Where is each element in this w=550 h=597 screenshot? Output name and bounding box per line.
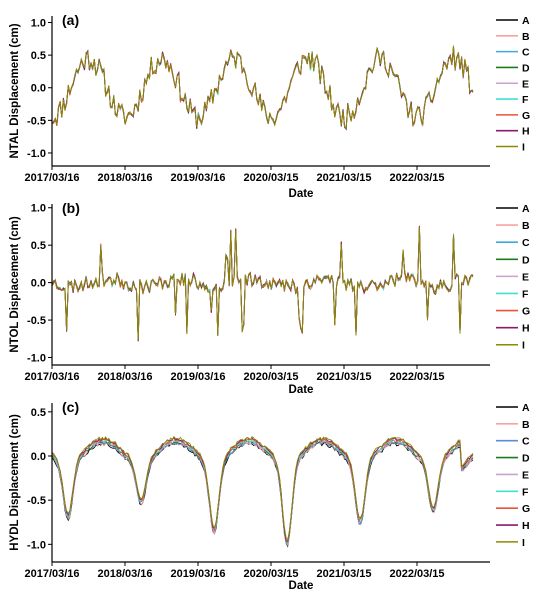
- legend-label-C: C: [522, 237, 530, 249]
- legend-label-D: D: [522, 62, 530, 74]
- x-tick-label: 2022/03/15: [389, 371, 444, 383]
- panel-label: (b): [62, 200, 80, 216]
- x-axis-title: Date: [289, 188, 314, 200]
- series-line-A: [51, 47, 474, 129]
- legend-label-B: B: [522, 419, 530, 431]
- y-tick-label: 1.0: [31, 18, 46, 30]
- legend-label-F: F: [522, 94, 529, 106]
- x-axis-title: Date: [289, 580, 314, 592]
- x-tick-label: 2017/03/16: [24, 371, 79, 383]
- y-tick-label: 0.5: [31, 240, 46, 252]
- legend-label-B: B: [522, 31, 530, 43]
- x-tick-label: 2022/03/15: [389, 568, 444, 580]
- series-line-B: [51, 441, 474, 547]
- series-line-A: [51, 441, 474, 548]
- x-tick-label: 2019/03/16: [170, 371, 225, 383]
- x-tick-label: 2020/03/15: [243, 371, 298, 383]
- x-tick-label: 2021/03/15: [316, 172, 371, 184]
- y-axis-title: NTOL Displacement (cm): [9, 216, 21, 353]
- series-line-G: [51, 47, 474, 129]
- legend-label-F: F: [522, 288, 529, 300]
- x-tick-label: 2020/03/15: [243, 172, 298, 184]
- y-tick-label: 1.0: [31, 203, 46, 215]
- legend-label-I: I: [522, 340, 525, 352]
- legend-label-A: A: [522, 15, 530, 27]
- x-tick-label: 2021/03/15: [316, 568, 371, 580]
- x-tick-label: 2018/03/16: [97, 371, 152, 383]
- y-tick-label: -0.5: [27, 315, 46, 327]
- series-line-B: [51, 228, 474, 341]
- legend-label-G: G: [522, 110, 530, 122]
- series-line-D: [51, 46, 474, 130]
- y-tick-label: -1.0: [27, 148, 46, 160]
- series-line-I: [51, 226, 474, 341]
- panel-label: (a): [62, 12, 79, 28]
- y-tick-label: 0.5: [31, 50, 46, 62]
- panel-2: -1.0 -0.5 0.0 0.5 1.0 2017/03/16 2018/03/16 201…: [9, 200, 530, 396]
- y-axis-title: NTAL Displacement (cm): [9, 23, 21, 158]
- panel-1: -1.0 -0.5 0.0 0.5 1.0 2017/03/16 2018/03/16 201…: [9, 12, 530, 200]
- legend-label-D: D: [522, 254, 530, 266]
- legend-label-C: C: [522, 436, 530, 448]
- series-line-H: [51, 47, 474, 131]
- x-tick-label: 2017/03/16: [24, 172, 79, 184]
- legend-label-C: C: [522, 47, 530, 59]
- series-line-C: [51, 440, 474, 545]
- y-tick-label: 0.0: [31, 278, 46, 290]
- legend-label-F: F: [522, 486, 529, 498]
- legend-label-G: G: [522, 503, 530, 515]
- y-tick-label: 0.5: [31, 407, 46, 419]
- series-line-F: [51, 47, 474, 131]
- y-tick-label: -0.5: [27, 115, 46, 127]
- legend-label-H: H: [522, 323, 530, 335]
- legend-label-A: A: [522, 402, 530, 414]
- series-line-I: [51, 45, 474, 130]
- y-tick-label: -0.5: [27, 495, 46, 507]
- legend-label-D: D: [522, 453, 530, 465]
- y-tick-label: 0.0: [31, 451, 46, 463]
- legend-label-B: B: [522, 220, 530, 232]
- x-tick-label: 2018/03/16: [97, 568, 152, 580]
- x-tick-label: 2021/03/15: [316, 371, 371, 383]
- series-line-E: [51, 438, 474, 543]
- y-tick-label: -1.0: [27, 539, 46, 551]
- legend-label-H: H: [522, 126, 530, 138]
- panel-label: (c): [62, 399, 79, 415]
- x-tick-label: 2018/03/16: [97, 172, 152, 184]
- series-line-E: [51, 46, 474, 130]
- x-tick-label: 2022/03/15: [389, 172, 444, 184]
- x-tick-label: 2019/03/16: [170, 172, 225, 184]
- series-line-I: [51, 435, 474, 542]
- x-tick-label: 2017/03/16: [24, 568, 79, 580]
- legend-label-E: E: [522, 271, 529, 283]
- y-axis-title: HYDL Displacement (cm): [9, 414, 21, 551]
- legend-label-I: I: [522, 142, 525, 154]
- x-axis-title: Date: [289, 384, 314, 396]
- panel-3: -1.0 -0.5 0.0 0.5 2017/03/16 2018/03/16 2019/0…: [9, 399, 530, 592]
- x-tick-label: 2019/03/16: [170, 568, 225, 580]
- legend-label-E: E: [522, 469, 529, 481]
- legend-label-A: A: [522, 203, 530, 215]
- series-line-D: [51, 439, 474, 544]
- series-line-F: [51, 437, 474, 545]
- legend-label-G: G: [522, 306, 530, 318]
- series-line-H: [51, 436, 474, 542]
- x-tick-label: 2020/03/15: [243, 568, 298, 580]
- series-line-G: [51, 436, 474, 544]
- legend-label-H: H: [522, 520, 530, 532]
- legend-label-E: E: [522, 78, 529, 90]
- series-line-B: [51, 45, 474, 130]
- y-tick-label: 0.0: [31, 83, 46, 95]
- legend-label-I: I: [522, 537, 525, 549]
- y-tick-label: -1.0: [27, 353, 46, 365]
